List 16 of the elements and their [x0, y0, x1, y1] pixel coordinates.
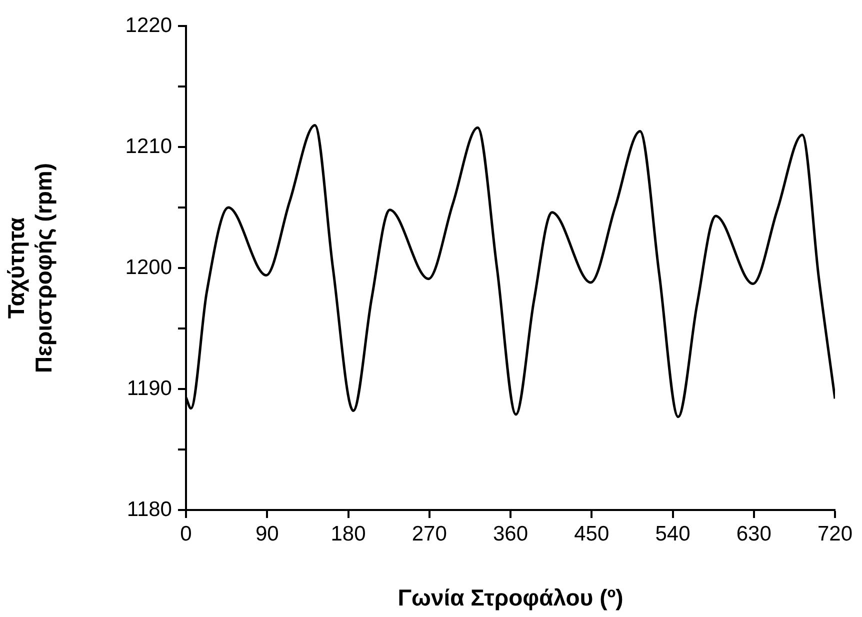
x-tick-label: 270: [412, 522, 447, 546]
y-tick-label: 1200: [125, 256, 172, 279]
y-tick-label: 1220: [125, 14, 172, 37]
x-tick-label: 360: [492, 522, 528, 546]
x-tick-label: 0: [180, 522, 192, 546]
x-tick-label: 180: [330, 522, 366, 546]
y-axis-title: Ταχύτητα Περιστροφής (rpm): [3, 162, 57, 374]
x-tick-label: 90: [255, 522, 279, 546]
y-tick-label: 1190: [126, 376, 172, 400]
x-tick-label: 630: [736, 522, 772, 546]
y-tick-label: 1210: [125, 134, 172, 158]
x-tick-label: 450: [574, 522, 610, 546]
y-tick-label: 1180: [126, 498, 172, 521]
x-axis-title: Γωνία Στροφάλου (º): [398, 584, 624, 611]
x-tick-label: 540: [655, 522, 690, 546]
x-tick-label: 720: [817, 522, 853, 546]
